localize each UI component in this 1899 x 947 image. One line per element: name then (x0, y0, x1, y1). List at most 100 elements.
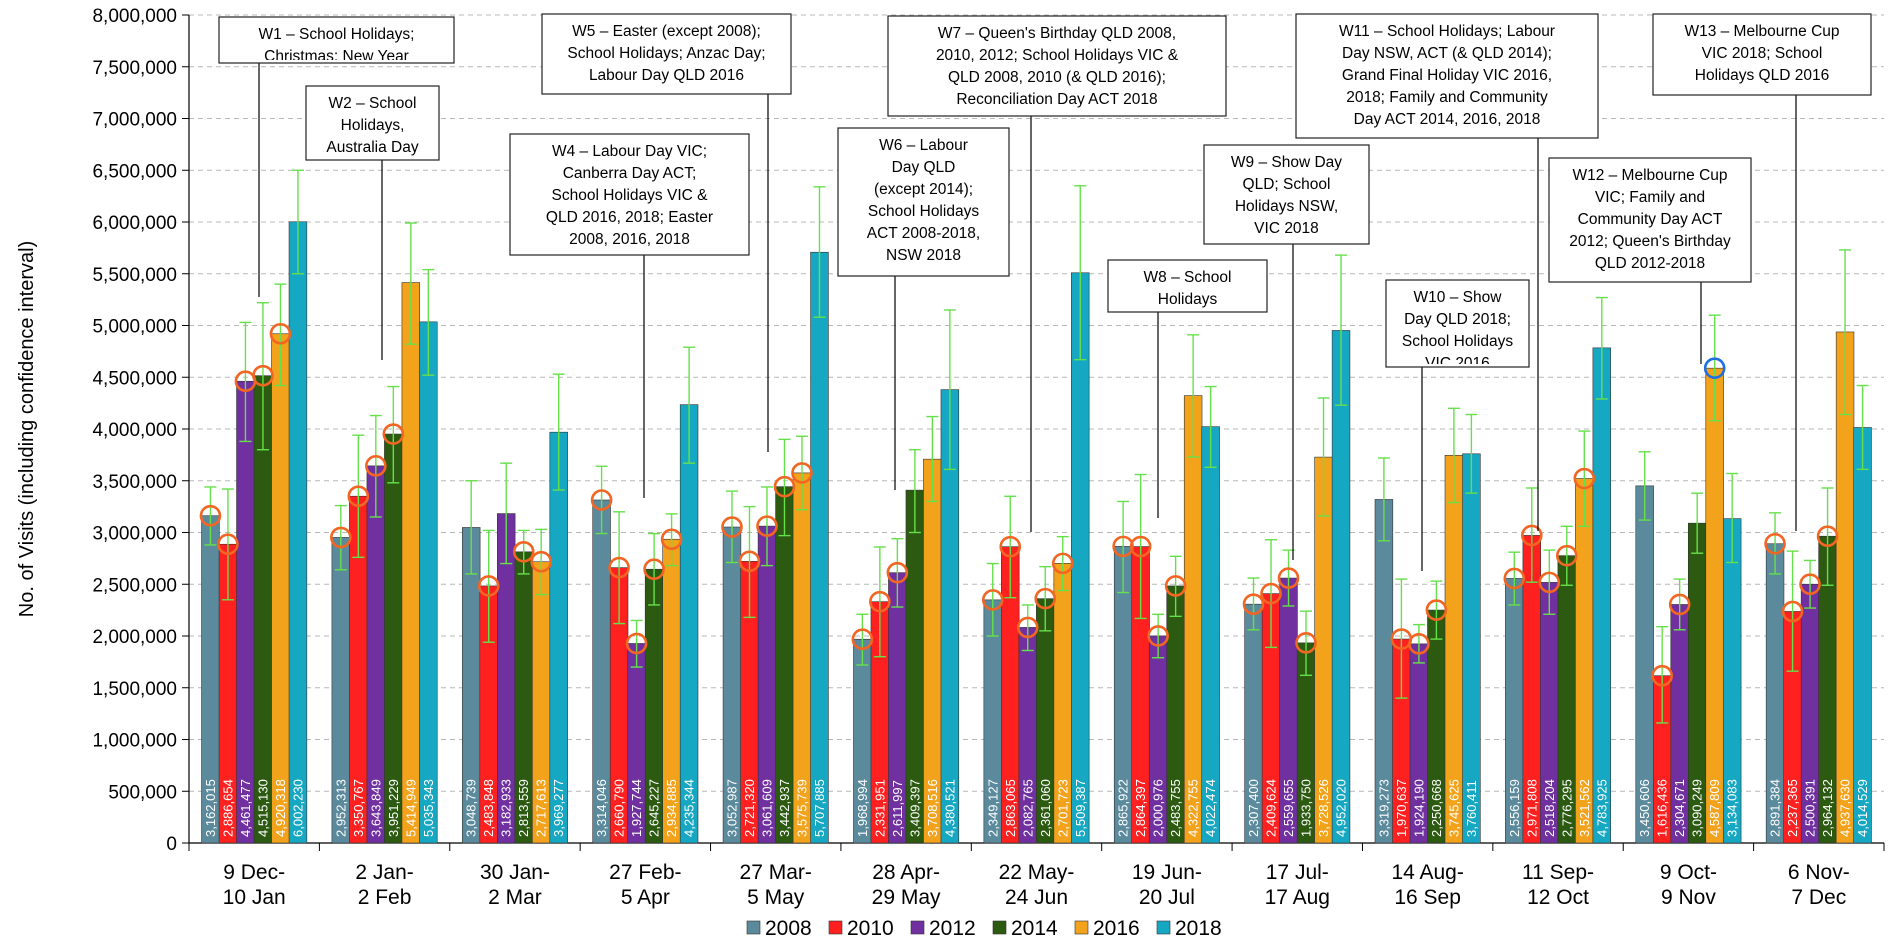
annotation-text-group: W8 – School Holidays (1144, 269, 1232, 308)
highlight-circle (886, 561, 909, 584)
highlight-circle (1016, 616, 1039, 639)
annotation-callout: W10 – Show Day QLD 2018; School Holidays VI… (1385, 279, 1530, 571)
annotation-callout: W12 – Melbourne Cup VIC; Family and Commun… (1548, 157, 1752, 364)
annotation-box (887, 15, 1227, 117)
x-tick-label: 24 Jun (1005, 886, 1068, 909)
annotation-text: QLD 2012-2018 (1595, 255, 1705, 272)
annotation-text-group: W13 – Melbourne Cup VIC 2018; School Holid… (1684, 23, 1839, 84)
data-label: 4,380,521 (942, 779, 957, 837)
x-tick-label: 29 May (872, 886, 941, 909)
annotation-text: VIC 2018 (1254, 220, 1319, 237)
data-label: 1,616,436 (1655, 779, 1670, 837)
legend-swatch (992, 920, 1007, 935)
data-label: 3,409,397 (907, 779, 922, 837)
annotation-text: W5 – Easter (except 2008); (572, 23, 761, 40)
x-tick-label: 28 Apr- (872, 861, 940, 884)
data-label: 3,575,739 (794, 779, 809, 837)
data-label: 4,937,630 (1838, 779, 1853, 837)
annotation-box (541, 13, 792, 95)
highlight-circle (1764, 532, 1786, 555)
annotation-text-group: W9 – Show Day QLD; School Holidays NSW, VIC… (1231, 154, 1342, 237)
highlight-circle (1112, 535, 1134, 558)
annotation-text: W10 – Show (1414, 289, 1503, 306)
data-label: 4,235,344 (682, 779, 697, 837)
data-label: 2,611,997 (890, 780, 905, 837)
legend-label: 2014 (1011, 917, 1058, 940)
data-label: 2,776,295 (1559, 779, 1574, 837)
x-tick-label: 6 Nov- (1788, 861, 1850, 884)
y-tick-label: 6,000,000 (92, 213, 177, 234)
data-label: 2,237,365 (1785, 779, 1800, 837)
data-label: 2,483,848 (481, 779, 496, 837)
highlight-circle (1573, 467, 1596, 490)
data-label: 2,891,384 (1768, 779, 1783, 837)
data-label: 2,304,671 (1672, 779, 1687, 837)
annotation-text: 2010, 2012; School Holidays VIC & (936, 47, 1179, 64)
annotation-text: Day QLD 2018; (1404, 311, 1511, 328)
bar (679, 404, 699, 844)
annotation-text-group: W11 – School Holidays; Labour Day NSW, AC… (1339, 23, 1555, 128)
data-label: 2,331,951 (872, 779, 887, 837)
bar (401, 282, 421, 844)
x-tick-label: 9 Dec- (223, 861, 285, 884)
data-label: 2,518,204 (1542, 779, 1557, 837)
highlight-circle (1295, 632, 1317, 654)
legend-label: 2008 (765, 917, 812, 940)
highlight-circle (252, 364, 274, 387)
annotation-text: W4 – Labour Day VIC; (552, 143, 707, 160)
data-label: 2,863,065 (1003, 779, 1018, 837)
highlight-circle (851, 628, 874, 651)
bar (810, 251, 829, 844)
annotation-text: W6 – Labour (879, 137, 968, 154)
highlight-circle (1129, 535, 1152, 558)
data-label: 3,760,411 (1464, 780, 1479, 837)
annotation-text: W11 – School Holidays; Labour (1339, 23, 1555, 40)
data-label: 5,707,885 (812, 779, 827, 837)
data-label: 5,414,949 (403, 779, 418, 837)
highlight-circle (1242, 593, 1265, 615)
x-tick-label: 11 Sep- (1522, 861, 1594, 884)
highlight-circle (1668, 593, 1691, 616)
highlight-circle (608, 556, 630, 579)
annotation-box (1652, 13, 1872, 96)
legend-swatch (1074, 920, 1089, 935)
x-tick-label: 27 Feb- (609, 861, 681, 884)
annotation-box (1203, 144, 1370, 245)
annotation-text: School Holidays VIC & (552, 187, 709, 204)
highlight-circle (773, 475, 796, 498)
data-label: 3,643,849 (368, 779, 383, 837)
data-label: 3,969,277 (551, 779, 566, 837)
annotation-text: Day NSW, ACT (& QLD 2014); (1342, 45, 1552, 62)
data-label: 4,022,474 (1203, 779, 1218, 837)
highlight-circle (365, 455, 387, 477)
y-tick-label: 500,000 (108, 782, 177, 803)
y-tick-label: 1,500,000 (92, 679, 177, 700)
data-label: 2,250,668 (1429, 779, 1444, 837)
highlight-circle (382, 423, 405, 445)
data-label: 3,052,987 (724, 779, 739, 837)
x-tick-label: 19 Jun- (1132, 861, 1202, 884)
annotation-text: QLD 2016, 2018; Easter (546, 209, 713, 226)
annotation-text: W2 – School (329, 95, 417, 112)
x-tick-label: 2 Mar (488, 886, 542, 909)
highlight-circle (1651, 664, 1673, 687)
annotation-box (509, 133, 750, 256)
data-label: 2,645,227 (647, 779, 662, 837)
annotation-callout: W11 – School Holidays; Labour Day NSW, AC… (1295, 13, 1599, 531)
value-labels: 3,162,015 2,886,654 4,461,477 4,515,130 4,92… (203, 779, 1870, 837)
highlight-circle (1520, 524, 1543, 547)
annotation-callout: W5 – Easter (except 2008); School Holiday… (541, 13, 792, 452)
annotation-text-group: W2 – School Holidays, Australia Day (326, 95, 418, 156)
highlight-circle (660, 528, 683, 551)
error-bars (204, 169, 1869, 724)
legend-label: 2012 (929, 917, 976, 940)
highlight-circle (1799, 573, 1821, 596)
annotation-callout: W6 – Labour Day QLD (except 2014); School H… (837, 127, 1010, 490)
data-label: 3,048,739 (464, 779, 479, 837)
data-label: 2,349,127 (985, 779, 1000, 837)
annotation-text: Holidays NSW, (1235, 198, 1338, 215)
annotation-text: Grand Final Holiday VIC 2016, (1342, 67, 1552, 84)
annotation-box (1385, 279, 1530, 368)
data-label: 1,924,190 (1411, 779, 1426, 837)
